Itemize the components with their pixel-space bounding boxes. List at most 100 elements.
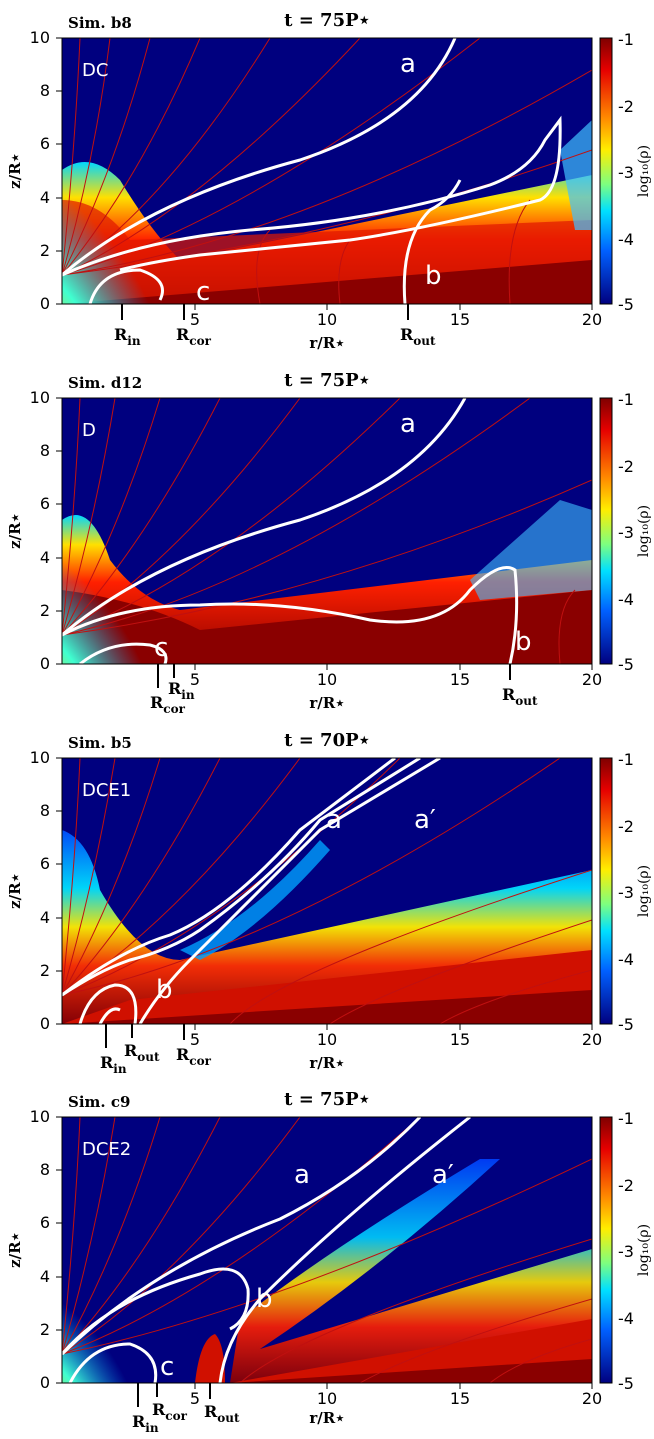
marker-label: Rout <box>204 1402 240 1425</box>
marker-label: Rcor <box>176 1045 212 1068</box>
density-plot: DCE1 a a′ b 0 2 4 6 8 10 5 10 15 20 r/R⋆… <box>6 730 652 1076</box>
panel-sim-c9: DCE2 a a′ b c 0 2 4 6 8 10 5 10 15 20 r/… <box>0 1079 654 1439</box>
y-tick: 6 <box>40 494 50 513</box>
y-tick: 6 <box>40 134 50 153</box>
cbar-tick: -1 <box>618 390 634 409</box>
colorbar <box>599 1116 613 1384</box>
curve-label-a: a <box>400 49 416 79</box>
model-label: DC <box>82 60 108 81</box>
cbar-tick: -5 <box>618 1374 634 1393</box>
cbar-tick: -1 <box>618 1109 634 1128</box>
cbar-tick: -3 <box>618 163 634 182</box>
marker-label: Rin <box>168 679 195 702</box>
y-axis-label: z/R⋆ <box>6 1232 24 1268</box>
colorbar-label: log₁₀(ρ) <box>636 145 652 197</box>
colorbar <box>599 397 613 665</box>
curve-label-a: a <box>294 1160 310 1190</box>
sim-label: Sim. d12 <box>68 374 142 392</box>
cbar-tick: -2 <box>618 1176 634 1195</box>
curve-label-b: b <box>515 627 532 657</box>
x-tick: 15 <box>450 1389 470 1408</box>
panel-sim-b5: DCE1 a a′ b 0 2 4 6 8 10 5 10 15 20 r/R⋆… <box>0 720 654 1080</box>
marker-label: Rout <box>502 685 538 708</box>
marker-label: Rcor <box>152 1400 188 1423</box>
x-axis-label: r/R⋆ <box>309 694 344 712</box>
y-axis-label: z/R⋆ <box>6 513 24 549</box>
y-tick: 2 <box>40 601 50 620</box>
sim-label: Sim. b8 <box>68 14 132 32</box>
curve-label-c: c <box>154 633 168 663</box>
x-tick: 20 <box>582 310 602 329</box>
x-tick: 15 <box>450 1030 470 1049</box>
x-axis-label: r/R⋆ <box>309 1409 344 1427</box>
curve-label-c: c <box>160 1352 174 1382</box>
density-plot: DC a b c 0 2 4 6 8 10 5 10 15 20 r/R⋆ z/… <box>6 10 652 352</box>
cbar-tick: -3 <box>618 883 634 902</box>
y-tick: 0 <box>40 1373 50 1392</box>
curve-label-a: a <box>326 805 342 835</box>
y-tick: 4 <box>40 908 50 927</box>
cbar-tick: -4 <box>618 230 634 249</box>
panel-sim-b8: DC a b c 0 2 4 6 8 10 5 10 15 20 r/R⋆ z/… <box>0 0 654 360</box>
y-tick: 2 <box>40 241 50 260</box>
colorbar-label: log₁₀(ρ) <box>636 505 652 557</box>
marker-label: Rin <box>100 1053 127 1076</box>
y-axis-label: z/R⋆ <box>6 873 24 909</box>
x-tick: 5 <box>190 670 200 689</box>
colorbar-label: log₁₀(ρ) <box>636 865 652 917</box>
cbar-tick: -4 <box>618 950 634 969</box>
marker-label: Rout <box>124 1041 160 1064</box>
time-label: t = 75P⋆ <box>284 1089 370 1110</box>
panel-sim-d12: D a b c 0 2 4 6 8 10 5 10 15 20 r/R⋆ z/R… <box>0 360 654 720</box>
x-tick: 10 <box>317 670 337 689</box>
y-tick: 8 <box>40 81 50 100</box>
cbar-tick: -5 <box>618 655 634 674</box>
marker-label: Rin <box>132 1412 159 1435</box>
curve-label-b: b <box>256 1284 273 1314</box>
y-tick: 6 <box>40 1213 50 1232</box>
y-tick: 0 <box>40 1014 50 1033</box>
y-tick: 10 <box>30 388 50 407</box>
colorbar-label: log₁₀(ρ) <box>636 1224 652 1276</box>
y-tick: 2 <box>40 1320 50 1339</box>
model-label: DCE2 <box>82 1139 131 1160</box>
cbar-tick: -2 <box>618 457 634 476</box>
cbar-tick: -3 <box>618 1242 634 1261</box>
x-tick: 20 <box>582 1030 602 1049</box>
y-tick: 6 <box>40 854 50 873</box>
time-label: t = 70P⋆ <box>284 730 370 751</box>
y-tick: 8 <box>40 801 50 820</box>
density-plot: DCE2 a a′ b c 0 2 4 6 8 10 5 10 15 20 r/… <box>6 1089 652 1435</box>
cbar-tick: -2 <box>618 97 634 116</box>
cbar-tick: -5 <box>618 295 634 314</box>
x-axis-label: r/R⋆ <box>309 334 344 352</box>
y-tick: 4 <box>40 548 50 567</box>
cbar-tick: -1 <box>618 30 634 49</box>
y-tick: 4 <box>40 1267 50 1286</box>
y-tick: 2 <box>40 961 50 980</box>
y-axis-label: z/R⋆ <box>6 153 24 189</box>
sim-label: Sim. c9 <box>68 1093 130 1111</box>
curve-label-a: a <box>400 409 416 439</box>
x-tick: 20 <box>582 1389 602 1408</box>
x-tick: 10 <box>317 1389 337 1408</box>
cbar-tick: -4 <box>618 590 634 609</box>
marker-label: Rout <box>400 325 436 348</box>
model-label: DCE1 <box>82 780 131 801</box>
cbar-tick: -5 <box>618 1015 634 1034</box>
x-tick: 15 <box>450 670 470 689</box>
marker-label: Rin <box>114 325 141 348</box>
x-tick: 15 <box>450 310 470 329</box>
y-tick: 8 <box>40 441 50 460</box>
model-label: D <box>82 420 96 441</box>
y-tick: 10 <box>30 1107 50 1126</box>
curve-label-b: b <box>156 975 173 1005</box>
time-label: t = 75P⋆ <box>284 370 370 391</box>
x-tick: 10 <box>317 1030 337 1049</box>
curve-label-b: b <box>425 261 442 291</box>
cbar-tick: -2 <box>618 817 634 836</box>
y-tick: 4 <box>40 188 50 207</box>
time-label: t = 75P⋆ <box>284 10 370 31</box>
marker-label: Rcor <box>150 693 186 716</box>
cbar-tick: -4 <box>618 1309 634 1328</box>
